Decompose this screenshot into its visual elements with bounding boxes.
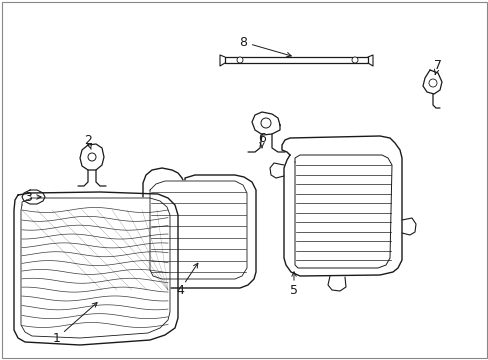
Circle shape	[351, 57, 357, 63]
Polygon shape	[80, 144, 104, 170]
Text: 2: 2	[84, 134, 92, 147]
Polygon shape	[142, 168, 256, 288]
Polygon shape	[282, 136, 401, 276]
Text: 4: 4	[176, 284, 183, 297]
Text: 3: 3	[24, 190, 32, 203]
Polygon shape	[22, 190, 45, 204]
Polygon shape	[14, 192, 178, 345]
Circle shape	[88, 153, 96, 161]
Text: 5: 5	[289, 284, 297, 297]
Polygon shape	[422, 70, 441, 94]
Polygon shape	[251, 112, 280, 135]
Polygon shape	[21, 198, 170, 338]
Circle shape	[261, 118, 270, 128]
Circle shape	[237, 57, 243, 63]
Text: 1: 1	[53, 332, 61, 345]
Text: 7: 7	[433, 59, 441, 72]
Text: 6: 6	[258, 131, 265, 144]
Polygon shape	[294, 155, 391, 268]
Polygon shape	[150, 181, 246, 279]
Text: 8: 8	[239, 36, 246, 49]
Circle shape	[428, 79, 436, 87]
Polygon shape	[224, 57, 367, 63]
